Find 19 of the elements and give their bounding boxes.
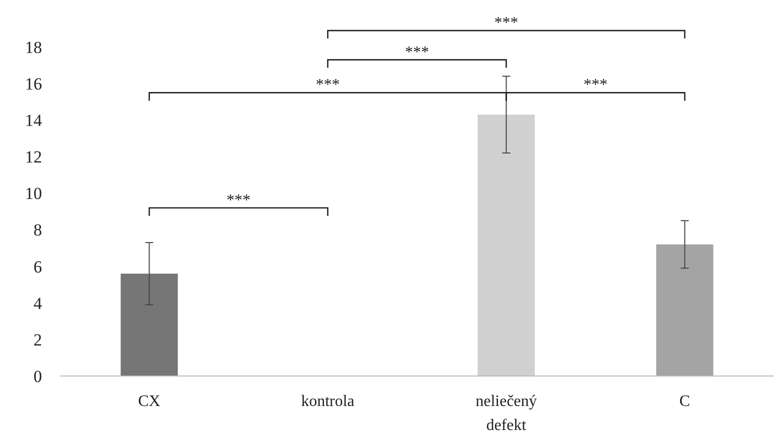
x-tick-label: C [679,393,690,410]
y-tick-label: 4 [34,294,42,313]
annotation: *** [226,192,250,209]
x-tick-label: CX [138,393,161,410]
y-tick-label: 8 [34,220,42,240]
annotation: *** [584,76,608,94]
annotation: *** [316,76,340,94]
y-tick-label: 16 [25,74,42,94]
text: *** [494,14,518,32]
y-tick-label: 0 [34,366,42,386]
y-tick-label: 12 [25,148,42,167]
y-tick-label: 14 [25,111,42,130]
x-tick-label: neliečený defekt [476,393,537,434]
annotation: *** [405,44,429,61]
y-tick-label: 2 [34,330,42,350]
x-tick-label: kontrola [301,393,354,410]
y-tick-label: 6 [34,257,42,276]
y-tick-label: 18 [25,38,42,57]
y-tick-label: 10 [25,184,42,204]
